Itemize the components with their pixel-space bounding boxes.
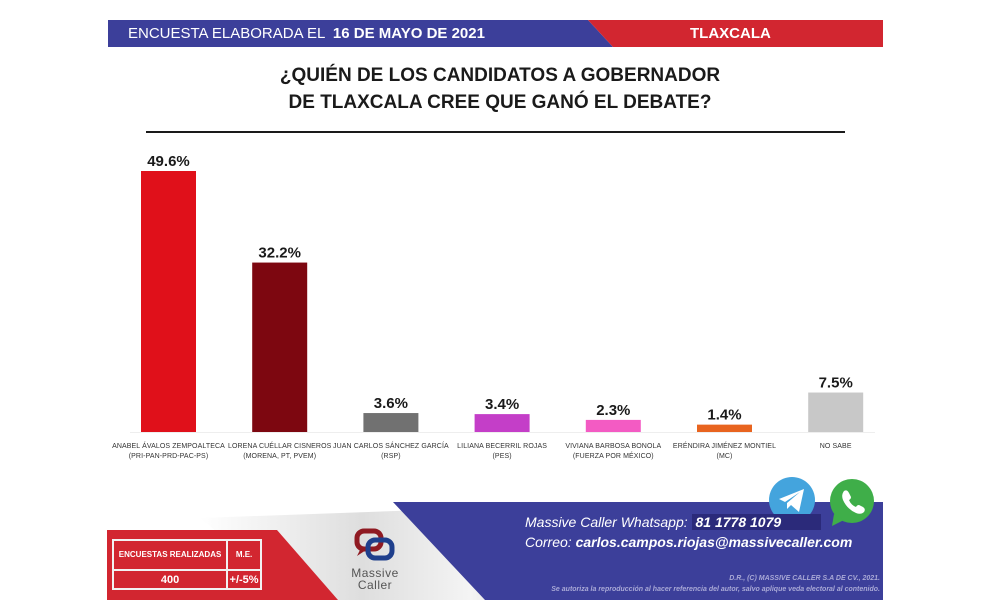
survey-date-prefix: ENCUESTA ELABORADA EL xyxy=(128,25,325,42)
bar-value-label: 49.6% xyxy=(147,153,190,170)
margin-of-error-value: +/-5% xyxy=(226,569,262,590)
header-background xyxy=(108,20,883,47)
candidate-name: JUAN CARLOS SÁNCHEZ GARCÍA xyxy=(332,443,449,450)
candidate-name: LILIANA BECERRIL ROJAS xyxy=(457,443,548,450)
candidate-party: (MORENA, PT, PVEM) xyxy=(243,453,317,460)
chart-title-line-2: DE TLAXCALA CREE QUE GANÓ EL DEBATE? xyxy=(288,92,712,113)
state-name: TLAXCALA xyxy=(690,25,771,42)
logo-text-line-1: Massive xyxy=(351,566,399,580)
chart-title-line-1: ¿QUIÉN DE LOS CANDIDATOS A GOBERNADOR xyxy=(279,65,721,86)
logo-text-line-2: Caller xyxy=(357,578,393,592)
speech-bubbles-icon xyxy=(354,528,395,561)
category-label: NO SABE xyxy=(771,442,901,452)
bar-value-label: 1.4% xyxy=(707,407,741,424)
category-label: ERÉNDIRA JIMÉNEZ MONTIEL (MC) xyxy=(660,442,790,462)
whatsapp-number[interactable]: 81 1778 1079 xyxy=(695,514,782,530)
title-divider xyxy=(146,131,845,133)
bar-2 xyxy=(252,262,308,432)
surveys-value: 400 xyxy=(111,569,229,590)
copyright-line-2: Se autoriza la reproducción al hacer ref… xyxy=(551,586,880,593)
email-address[interactable]: carlos.campos.riojas@massivecaller.com xyxy=(575,534,853,550)
survey-stats-table: ENCUESTAS REALIZADAS M.E. 400 +/-5% xyxy=(111,539,262,590)
candidate-name: ERÉNDIRA JIMÉNEZ MONTIEL xyxy=(672,443,777,450)
category-label: JUAN CARLOS SÁNCHEZ GARCÍA (RSP) xyxy=(326,442,456,462)
candidate-party: (PES) xyxy=(492,453,512,460)
margin-of-error-label: M.E. xyxy=(226,539,262,571)
bar-6 xyxy=(697,424,752,432)
bar-5 xyxy=(585,419,641,432)
email-label: Correo: xyxy=(525,534,572,550)
bar-value-label: 2.3% xyxy=(596,402,630,419)
bar-chart-svg: 49.6% 32.2% 3.6% 3.4% 2.3% 1.4% 7.5% xyxy=(130,153,875,433)
candidate-party: (RSP) xyxy=(381,453,401,460)
copyright-notice: D.R., (C) MASSIVE CALLER S.A DE CV., 202… xyxy=(450,573,880,595)
massive-caller-logo: Massive Caller xyxy=(340,528,410,591)
survey-date: 16 DE MAYO DE 2021 xyxy=(332,25,485,42)
header-banner: ENCUESTA ELABORADA EL 16 DE MAYO DE 2021… xyxy=(108,20,883,47)
survey-date-text: ENCUESTA ELABORADA EL 16 DE MAYO DE 2021 xyxy=(128,20,485,47)
chart-title: ¿QUIÉN DE LOS CANDIDATOS A GOBERNADOR DE… xyxy=(250,62,750,116)
bar-7 xyxy=(808,392,864,432)
bar-chart: 49.6% 32.2% 3.6% 3.4% 2.3% 1.4% 7.5% ANABEL ÁV… xyxy=(104,153,901,462)
candidate-name: NO SABE xyxy=(819,443,852,450)
category-label: ANABEL ÁVALOS ZEMPOALTECA (PRI-PAN-PRD-PA… xyxy=(104,442,234,462)
bar-value-label: 3.4% xyxy=(485,396,519,413)
candidate-party: (MC) xyxy=(716,453,733,460)
surveys-label: ENCUESTAS REALIZADAS xyxy=(111,539,229,571)
whatsapp-icon[interactable] xyxy=(826,476,878,528)
whatsapp-label: Massive Caller Whatsapp: xyxy=(525,514,688,530)
category-label: VIVIANA BARBOSA BONOLA (FUERZA POR MÉXICO… xyxy=(548,442,678,462)
candidate-party: (FUERZA POR MÉXICO) xyxy=(572,453,654,460)
contact-info: Massive Caller Whatsapp: 81 1778 1079 Co… xyxy=(525,512,852,552)
bar-4 xyxy=(474,414,530,432)
bar-value-label: 3.6% xyxy=(374,395,408,412)
bar-value-label: 7.5% xyxy=(819,375,853,392)
candidate-name: LORENA CUÉLLAR CISNEROS xyxy=(227,443,332,450)
copyright-line-1: D.R., (C) MASSIVE CALLER S.A DE CV., 202… xyxy=(729,575,880,582)
bar-1 xyxy=(141,171,196,432)
telegram-icon[interactable] xyxy=(768,476,816,524)
category-label: LORENA CUÉLLAR CISNEROS (MORENA, PT, PVEM… xyxy=(215,442,345,462)
candidate-party: (PRI-PAN-PRD-PAC-PS) xyxy=(128,453,209,460)
candidate-name: VIVIANA BARBOSA BONOLA xyxy=(565,443,662,450)
category-label: LILIANA BECERRIL ROJAS (PES) xyxy=(437,442,567,462)
bar-3 xyxy=(363,413,419,432)
bar-value-label: 32.2% xyxy=(258,245,301,262)
candidate-name: ANABEL ÁVALOS ZEMPOALTECA xyxy=(112,443,225,450)
